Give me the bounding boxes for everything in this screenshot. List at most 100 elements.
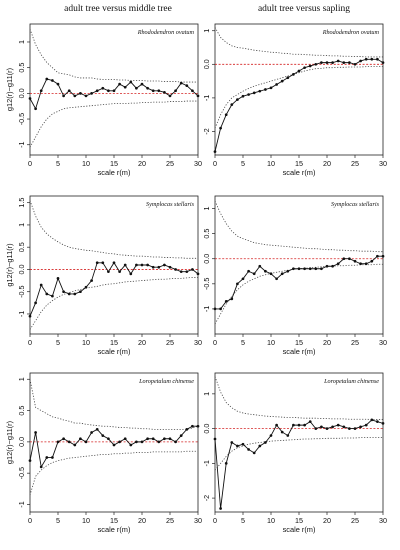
y-tick-label: 0.0	[202, 424, 211, 434]
x-tick-label: 25	[166, 159, 174, 168]
observed-point	[101, 86, 105, 90]
observed-point	[196, 424, 200, 428]
x-tick-label: 10	[82, 159, 90, 168]
panel-5: 0 5 10 15 20 25 30 scale r(m) -1 -0.5 0.0 0.5 1 g12(r…	[5, 372, 202, 534]
observed-point	[34, 301, 37, 305]
y-tick-label: 0.5	[17, 63, 26, 73]
x-tick-label: 30	[379, 516, 387, 525]
observed-point	[376, 57, 379, 61]
observed-point	[191, 424, 194, 428]
species-annotation: Rhododendron ovatum	[322, 29, 380, 36]
observed-point	[62, 437, 65, 441]
x-tick-label: 15	[110, 338, 118, 347]
y-tick-label: -1	[17, 311, 26, 317]
plot-frame	[214, 23, 384, 156]
observed-point	[123, 263, 127, 267]
observed-point	[163, 263, 166, 267]
x-tick-label: 25	[166, 516, 174, 525]
observed-point	[112, 443, 116, 447]
lower-envelope-line	[214, 66, 383, 129]
observed-point	[320, 61, 323, 64]
observed-point	[213, 437, 217, 441]
panel-2: 0 5 10 15 20 25 30 scale r(m) -2 -1 0.0 1 Rhododendr…	[202, 23, 387, 177]
panel-1: 0 5 10 15 20 25 30 scale r(m) -1 -0.5 0.0 0.5 1 g12(r…	[5, 23, 202, 177]
y-axis-label: g12(r)−g11(r)	[5, 421, 14, 464]
observed-point	[275, 423, 278, 427]
species-annotation: Loropetalum chinense	[138, 378, 194, 385]
observed-point	[297, 69, 301, 73]
y-tick-label: 0.5	[17, 242, 26, 252]
x-tick-label: 0	[28, 516, 32, 525]
plot-frame	[29, 372, 199, 513]
y-tick-label: -1	[202, 95, 211, 101]
observed-point	[342, 425, 346, 429]
panel-6: 0 5 10 15 20 25 30 scale r(m) -2 -1 0.0 1 Loropetalu…	[202, 372, 387, 534]
observed-point	[331, 61, 334, 64]
x-axis-label: scale r(m)	[98, 168, 131, 177]
observed-point	[213, 150, 217, 153]
observed-point	[370, 57, 374, 61]
observed-point	[230, 103, 234, 106]
y-tick-label: -2	[202, 128, 211, 134]
x-tick-label: 20	[138, 338, 146, 347]
observed-point	[90, 431, 93, 434]
observed-point	[353, 259, 357, 263]
observed-point	[112, 261, 116, 265]
observed-point	[79, 92, 82, 95]
observed-point	[292, 267, 295, 271]
observed-point	[286, 269, 290, 273]
observed-point	[230, 297, 234, 301]
observed-point	[118, 82, 121, 86]
observed-point	[370, 418, 374, 422]
x-tick-label: 10	[267, 516, 275, 525]
observed-point	[174, 89, 177, 93]
lower-envelope-line	[29, 277, 198, 330]
x-tick-label: 5	[241, 338, 245, 347]
lower-envelope-line	[29, 100, 198, 148]
panel-4: 0 5 10 15 20 25 30 scale r(m) -1 -0.5 0.0 0.5 1 Sympl…	[202, 195, 387, 356]
x-tick-label: 0	[213, 159, 217, 168]
x-tick-label: 20	[138, 159, 146, 168]
x-tick-label: 0	[213, 516, 217, 525]
observed-point	[185, 270, 189, 274]
observed-point	[196, 94, 200, 98]
observed-point	[135, 263, 138, 267]
observed-point	[264, 269, 267, 273]
y-tick-label: 1	[17, 223, 26, 227]
observed-point	[320, 267, 323, 271]
observed-point	[34, 431, 37, 434]
observed-point	[39, 283, 43, 287]
y-tick-label: 0.0	[17, 88, 26, 98]
observed-point	[303, 267, 306, 271]
observed-point	[297, 267, 301, 271]
observed-point	[325, 264, 329, 268]
observed-point	[151, 265, 155, 269]
species-annotation: Symplocas stellaris	[146, 201, 195, 208]
observed-point	[140, 82, 144, 86]
x-axis-label: scale r(m)	[283, 168, 316, 177]
observed-point	[67, 440, 71, 444]
observed-point	[269, 86, 273, 90]
observed-point	[280, 272, 284, 276]
observed-point	[241, 277, 245, 281]
plot-frame	[214, 372, 384, 513]
observed-point	[381, 61, 385, 64]
y-tick-label: 1.5	[17, 198, 26, 208]
observed-point	[342, 61, 346, 64]
observed-series-line	[29, 261, 199, 317]
y-tick-label: -0.5	[17, 286, 26, 298]
x-tick-label: 20	[323, 338, 331, 347]
observed-point	[342, 257, 346, 261]
observed-point	[224, 300, 228, 303]
observed-point	[107, 270, 110, 274]
observed-point	[174, 440, 177, 444]
upper-envelope-line	[214, 27, 383, 58]
x-tick-label: 15	[110, 516, 118, 525]
observed-point	[364, 262, 368, 266]
observed-point	[163, 90, 166, 94]
observed-point	[359, 59, 362, 63]
upper-envelope-line	[29, 29, 198, 83]
observed-point	[196, 272, 200, 276]
observed-point	[90, 279, 93, 282]
